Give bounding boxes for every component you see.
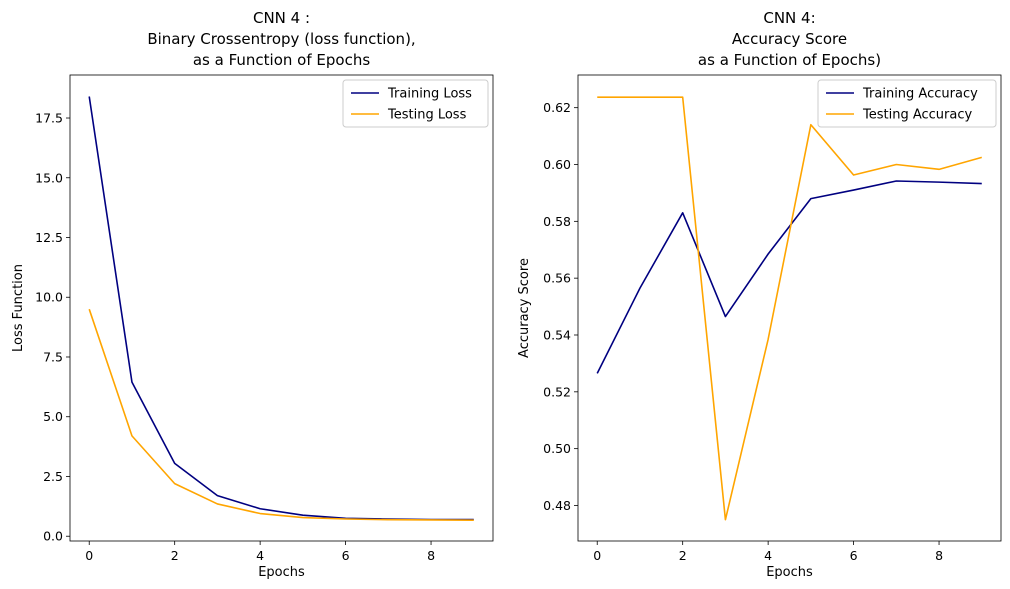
chart-1: CNN 4 : Binary Crossentropy (loss functio… [11, 9, 494, 580]
legend-box [817, 79, 997, 128]
x-axis-label: Epochs [258, 565, 305, 580]
y-tick-label: 15.0 [35, 170, 63, 185]
chart-2: CNN 4: Accuracy Score as a Function of Epo… [517, 9, 1002, 580]
x-tick-label: 6 [342, 548, 350, 563]
chart-title-line: CNN 4: [763, 9, 815, 27]
legend-box [342, 79, 489, 128]
legend: Training Accuracy Testing Accuracy [817, 79, 997, 128]
series-line-training-loss [88, 96, 474, 521]
y-tick-label: 0.60 [543, 157, 571, 172]
y-tick-label: 17.5 [35, 111, 63, 126]
legend-label: Testing Loss [387, 108, 467, 123]
y-tick-label: 0.56 [543, 271, 571, 286]
x-tick-label: 4 [256, 548, 264, 563]
x-tick-label: 0 [593, 548, 601, 563]
series-line-testing-loss [88, 308, 474, 522]
y-tick-label: 0.62 [543, 100, 571, 115]
y-tick-label: 0.50 [543, 441, 571, 456]
y-axis-label: Loss Function [11, 264, 26, 352]
axes-frame [577, 74, 1002, 542]
legend-label: Training Loss [387, 87, 472, 102]
y-tick-label: 0.58 [543, 214, 571, 229]
x-tick-label: 2 [171, 548, 179, 563]
x-tick-label: 8 [935, 548, 943, 563]
x-tick-label: 2 [679, 548, 687, 563]
y-tick-label: 0.0 [43, 529, 63, 544]
y-tick-label: 0.54 [543, 327, 571, 342]
y-tick-label: 10.0 [35, 290, 63, 305]
axes-frame [69, 74, 494, 542]
legend: Training Loss Testing Loss [342, 79, 489, 128]
series-line-testing-accuracy [597, 96, 982, 521]
y-tick-label: 0.52 [543, 384, 571, 399]
y-axis-label: Accuracy Score [517, 258, 532, 358]
legend-label: Testing Accuracy [862, 108, 972, 123]
chart-title-line: CNN 4 : [253, 9, 310, 27]
x-tick-label: 8 [427, 548, 435, 563]
legend-label: Training Accuracy [862, 87, 978, 102]
y-tick-label: 7.5 [43, 349, 63, 364]
series-line-training-accuracy [596, 180, 982, 374]
y-tick-label: 2.5 [43, 469, 63, 484]
x-tick-label: 4 [764, 548, 772, 563]
x-tick-label: 6 [850, 548, 858, 563]
chart-title-line: as a Function of Epochs [193, 51, 370, 69]
x-axis-label: Epochs [766, 565, 813, 580]
chart-title-line: Accuracy Score [732, 30, 847, 48]
x-tick-label: 0 [85, 548, 93, 563]
chart-title-line: as a Function of Epochs) [698, 51, 881, 69]
y-tick-label: 0.48 [543, 498, 571, 513]
chart-title-line: Binary Crossentropy (loss function), [147, 30, 415, 48]
y-tick-label: 12.5 [35, 230, 63, 245]
y-tick-label: 5.0 [43, 409, 63, 424]
